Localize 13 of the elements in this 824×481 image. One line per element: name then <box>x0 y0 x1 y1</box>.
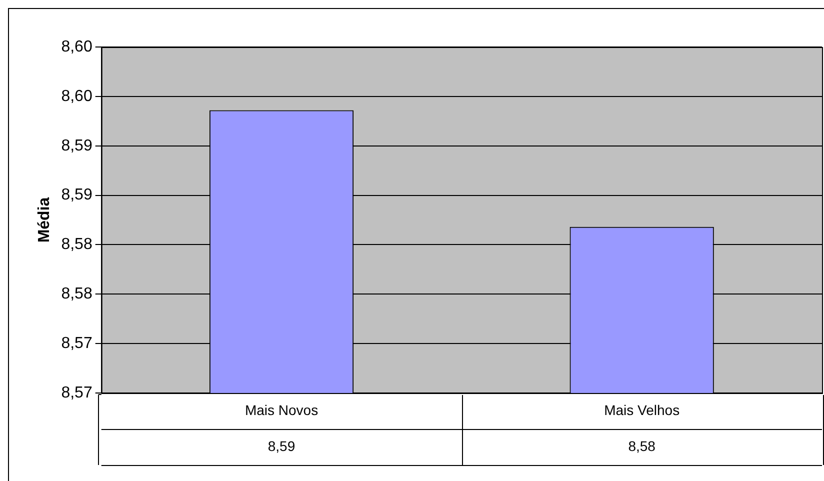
x-tick-label: Mais Novos <box>244 402 318 418</box>
x-tick-label: Mais Velhos <box>604 402 680 418</box>
y-tick-label: 8,60 <box>61 88 92 105</box>
y-tick-label: 8,57 <box>61 334 92 352</box>
y-tick-label: 8,58 <box>61 236 92 254</box>
y-axis-title: Média <box>36 197 54 243</box>
data-label: 8,59 <box>268 438 296 454</box>
y-tick-label: 8,58 <box>61 286 92 303</box>
y-tick-label: 8,59 <box>61 186 92 204</box>
y-tick-label: 8,60 <box>61 38 92 56</box>
data-label: 8,58 <box>628 438 656 454</box>
y-tick-label: 8,59 <box>61 137 92 154</box>
y-tick-label: 8,57 <box>61 384 92 402</box>
